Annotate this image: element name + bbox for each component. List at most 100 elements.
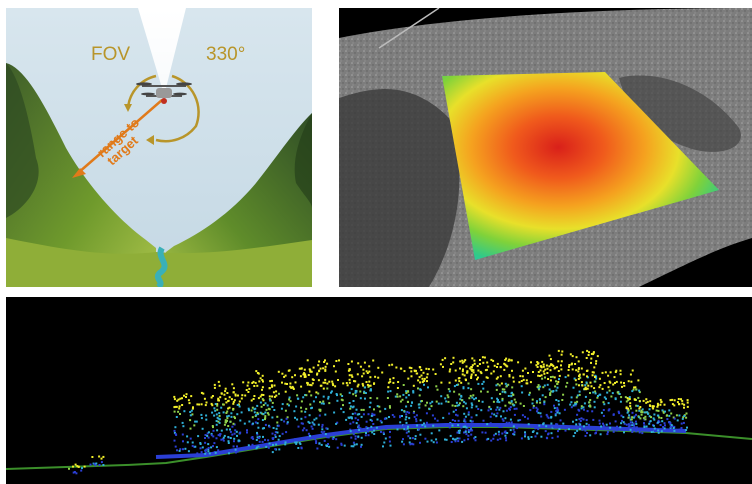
canopy-point [276,415,279,418]
canopy-point [399,395,402,398]
canopy-point [307,420,310,423]
canopy-point [497,433,500,436]
canopy-point [367,385,370,388]
canopy-point [235,430,238,433]
canopy-point [496,376,499,379]
canopy-point [232,387,235,390]
canopy-point [336,399,339,402]
canopy-point [271,432,274,435]
canopy-point [635,388,638,391]
canopy-point [359,390,362,393]
canopy-point [261,427,264,430]
canopy-point [257,413,260,416]
canopy-point [501,390,504,393]
canopy-point [352,441,355,444]
canopy-point [212,445,214,448]
canopy-point [350,360,353,363]
right-mountain [166,113,312,287]
canopy-point [578,427,581,430]
canopy-point [458,393,461,396]
canopy-point [206,452,209,455]
canopy-point [575,383,578,386]
canopy-point [350,436,353,439]
canopy-point [472,369,475,372]
canopy-point [349,405,352,408]
canopy-point [408,417,411,420]
canopy-point [525,379,528,382]
canopy-point [549,392,552,395]
canopy-point [366,372,369,374]
canopy-point [173,439,176,442]
canopy-point [592,418,595,421]
canopy-point [504,404,507,407]
canopy-point [574,431,577,434]
canopy-point [546,367,549,370]
canopy-point [638,409,641,412]
canopy-point [569,403,572,406]
canopy-point [286,403,289,406]
canopy-point [479,370,482,373]
canopy-point [530,436,533,438]
canopy-point [258,437,261,439]
canopy-point [471,368,474,371]
canopy-point [292,386,295,389]
canopy-point [224,387,227,390]
canopy-point [594,380,597,383]
canopy-point [204,437,206,439]
canopy-point [352,445,355,448]
canopy-point [284,441,287,444]
canopy-point [230,398,233,401]
canopy-point [376,397,379,400]
canopy-point [668,421,670,424]
canopy-point [539,401,542,404]
canopy-point [338,359,340,362]
canopy-point [318,360,321,363]
canopy-point [284,374,287,377]
canopy-point [407,394,410,397]
canopy-point [228,406,231,409]
canopy-point [369,376,372,379]
canopy-point [417,403,420,406]
canopy-point [471,396,474,399]
canopy-point [564,376,567,379]
canopy-point [408,441,411,444]
canopy-point [474,439,477,442]
canopy-point [313,423,316,426]
canopy-point [660,417,663,419]
canopy-point [206,434,209,437]
canopy-point [587,423,590,426]
canopy-point [585,357,588,359]
canopy-point [612,430,615,433]
canopy-point [466,370,469,373]
canopy-point [574,403,577,405]
canopy-point [585,370,588,372]
canopy-point [532,405,535,407]
canopy-point [346,384,349,387]
canopy-point [469,429,472,432]
canopy-point [568,364,571,366]
canopy-point [616,425,618,428]
canopy-point [587,384,590,387]
canopy-point [660,401,663,404]
canopy-point [683,406,685,409]
canopy-point [686,405,689,408]
canopy-point [574,363,577,365]
canopy-point [592,391,595,394]
canopy-point [499,375,502,378]
canopy-point [352,433,355,436]
canopy-point [520,380,523,382]
canopy-point [326,382,329,385]
canopy-point [233,432,236,435]
canopy-point [222,436,225,439]
canopy-point [467,429,470,432]
canopy-point [388,436,391,439]
canopy-point [363,391,366,394]
canopy-point [414,370,416,373]
canopy-point [571,362,573,365]
canopy-point [631,369,634,372]
canopy-point [252,437,255,440]
canopy-point [310,384,313,387]
canopy-point [457,404,460,407]
canopy-point [625,423,628,426]
canopy-point [538,424,541,427]
